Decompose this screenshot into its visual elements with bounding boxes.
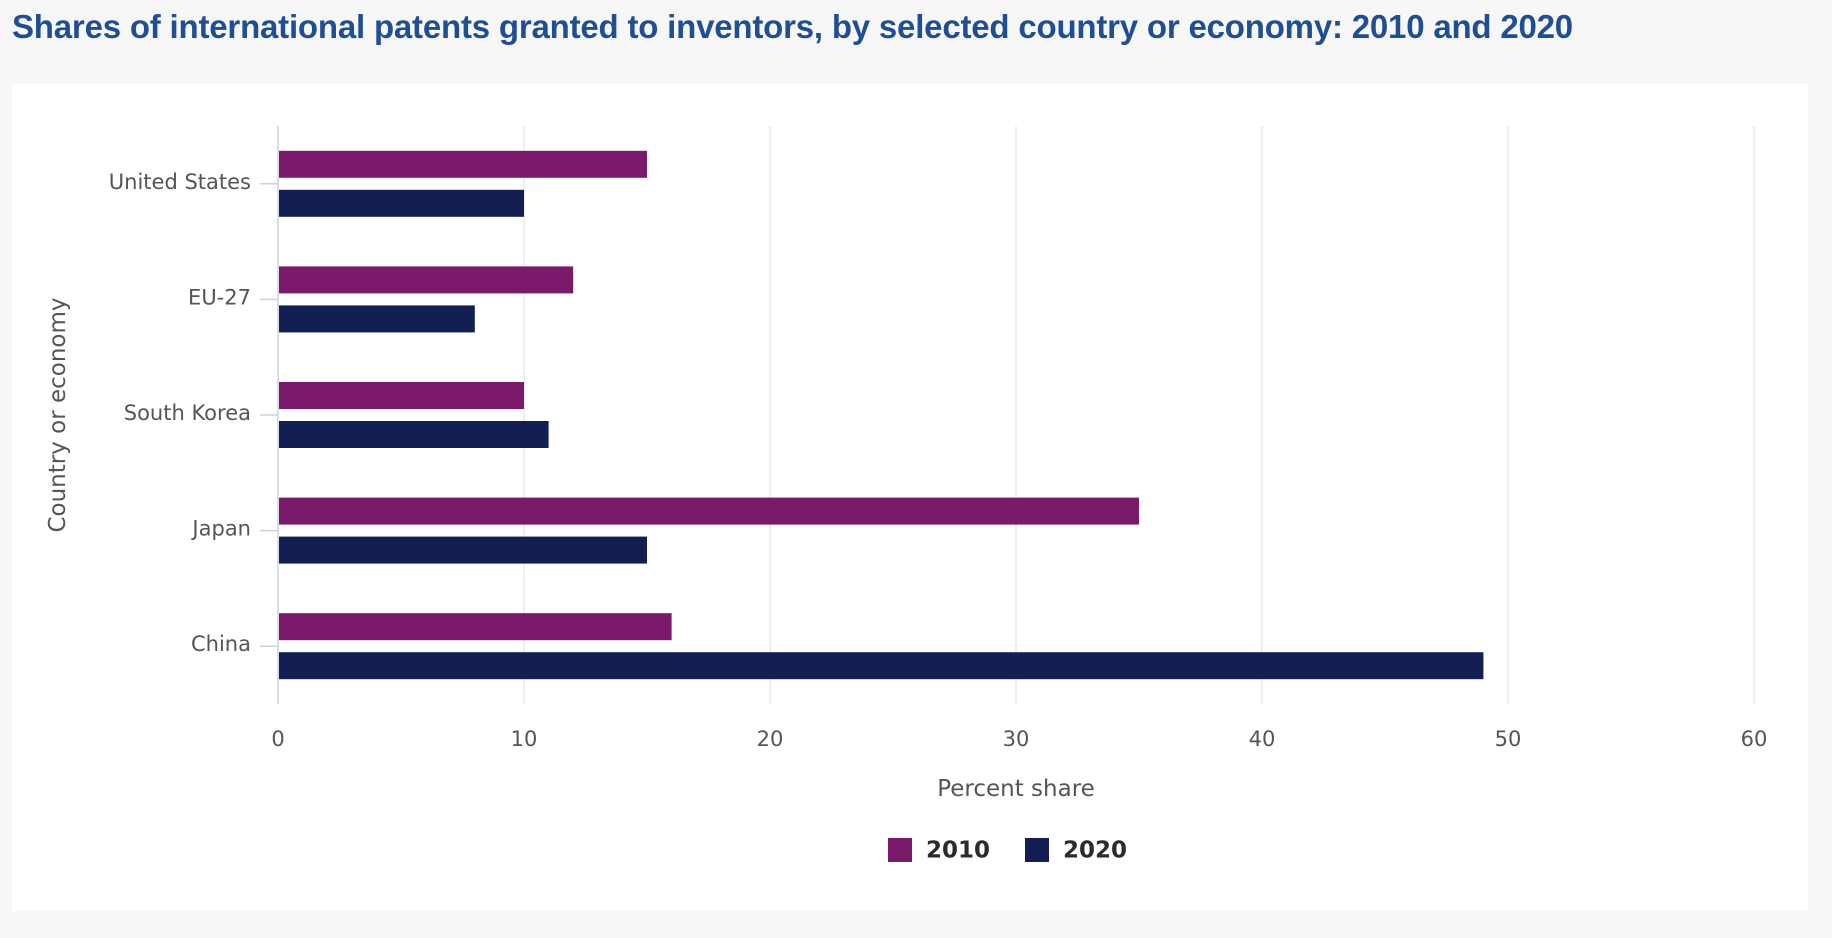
legend-item-2010[interactable]: 2010 [888, 838, 990, 864]
x-axis-title: Percent share [937, 776, 1095, 802]
chart: 0 10 20 30 40 50 60 United States EU-27 South Kor… [12, 84, 1808, 911]
legend-swatch [888, 838, 912, 862]
x-tick-label: 20 [757, 727, 784, 751]
category-label: China [191, 632, 251, 656]
category-label: Japan [190, 517, 251, 541]
x-tick-label: 0 [271, 727, 284, 751]
y-axis-title: Country or economy [45, 297, 71, 532]
category-label: EU-27 [188, 285, 251, 309]
bar-2020[interactable] [279, 421, 549, 448]
x-tick-label: 10 [511, 727, 538, 751]
legend-label: 2010 [926, 838, 990, 864]
x-tick-label: 60 [1741, 727, 1768, 751]
legend-swatch [1025, 838, 1049, 862]
category-label: United States [109, 170, 251, 194]
category-label: South Korea [124, 401, 251, 425]
page-title: Shares of international patents granted … [12, 8, 1573, 46]
bar-2010[interactable] [279, 382, 524, 409]
bar-2020[interactable] [279, 305, 475, 332]
bar-2020[interactable] [279, 652, 1483, 679]
bar-2010[interactable] [279, 613, 672, 640]
bars [279, 151, 1483, 679]
bar-2010[interactable] [279, 266, 573, 293]
legend-item-2020[interactable]: 2020 [1025, 838, 1127, 864]
chart-card: 0 10 20 30 40 50 60 United States EU-27 South Kor… [12, 84, 1808, 911]
bar-2010[interactable] [279, 498, 1139, 525]
legend[interactable]: 2010 2020 [888, 838, 1127, 864]
legend-label: 2020 [1063, 838, 1127, 864]
x-tick-label: 50 [1495, 727, 1522, 751]
bar-2020[interactable] [279, 537, 647, 564]
x-tick-label: 40 [1249, 727, 1276, 751]
bar-2020[interactable] [279, 190, 524, 217]
grid-lines [524, 126, 1754, 704]
bar-2010[interactable] [279, 151, 647, 178]
x-tick-label: 30 [1003, 727, 1030, 751]
